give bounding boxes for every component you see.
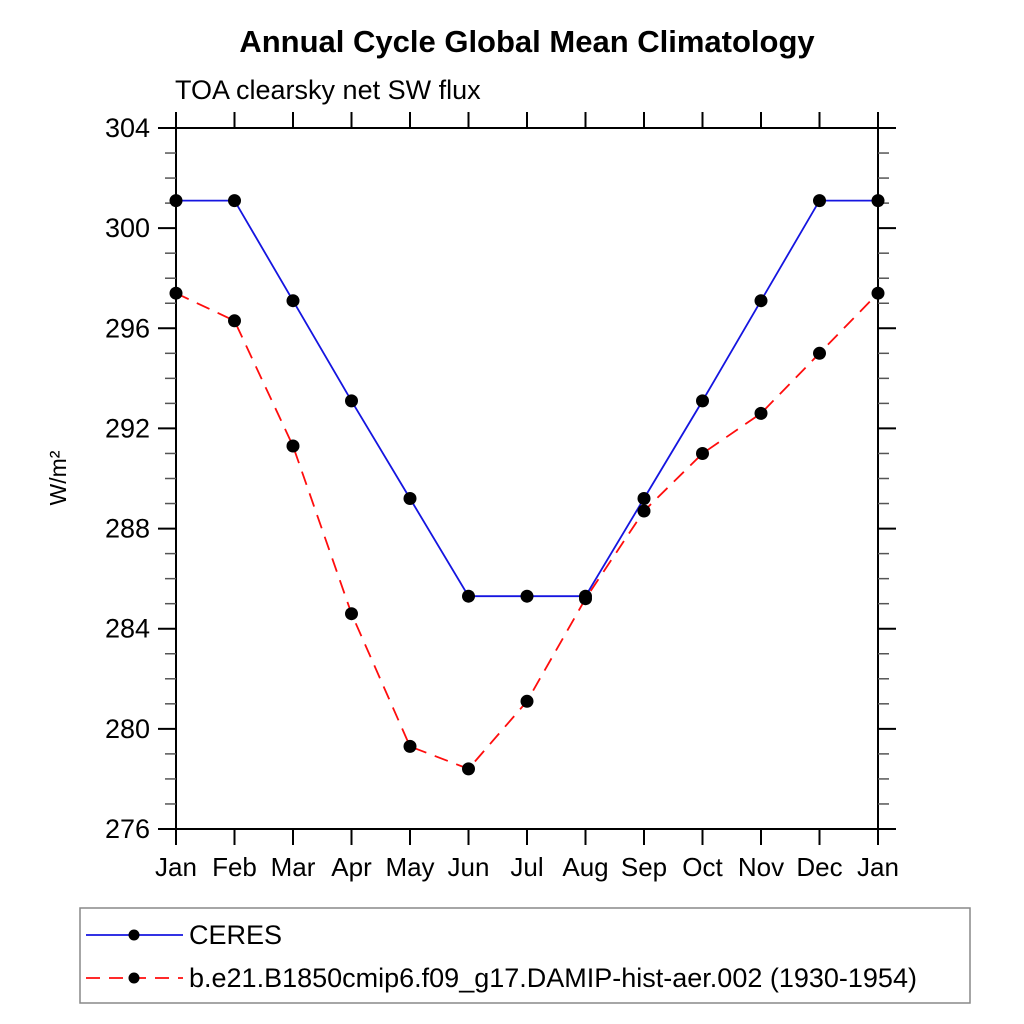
data-point-marker [286, 439, 300, 453]
data-point-marker [169, 194, 183, 208]
x-tick-label: Jan [155, 852, 197, 882]
series-layer [169, 194, 885, 776]
data-point-marker [403, 492, 417, 505]
data-point-marker [871, 286, 885, 300]
legend-marker [128, 972, 140, 984]
y-tick-label: 296 [105, 313, 150, 343]
data-point-marker [520, 589, 534, 603]
x-tick-label: Jun [448, 852, 490, 882]
data-point-marker [813, 346, 826, 360]
data-point-marker [754, 406, 768, 420]
y-tick-label: 288 [105, 514, 150, 544]
x-tick-label: Feb [212, 852, 257, 882]
x-tick-label: Nov [738, 852, 784, 882]
data-point-marker [520, 694, 534, 708]
x-tick-label: Dec [796, 852, 842, 882]
data-point-marker [462, 589, 475, 603]
data-point-marker [403, 739, 417, 753]
y-tick-label: 300 [105, 213, 150, 243]
y-tick-label: 292 [105, 413, 150, 443]
data-point-marker [871, 194, 885, 208]
data-point-marker [813, 194, 826, 208]
x-tick-label: Sep [621, 852, 667, 882]
data-point-marker [696, 447, 709, 460]
x-tick-label: Aug [562, 852, 608, 882]
data-point-marker [462, 762, 475, 776]
x-tick-label: Mar [271, 852, 316, 882]
data-point-marker [345, 607, 358, 621]
x-tick-label: Oct [682, 852, 723, 882]
data-point-marker [345, 394, 358, 408]
x-tick-label: Jul [510, 852, 543, 882]
legend-label: b.e21.B1850cmip6.f09_g17.DAMIP-hist-aer.… [189, 963, 917, 993]
data-point-marker [637, 492, 651, 505]
series-line-ceres [176, 199, 878, 598]
x-tick-label: May [385, 852, 434, 882]
legend-marker [128, 929, 140, 941]
x-tick-label: Jan [857, 852, 899, 882]
data-point-marker [754, 294, 768, 308]
y-tick-label: 304 [105, 113, 150, 143]
data-point-marker [286, 294, 300, 308]
data-point-marker [637, 504, 651, 518]
y-axis-title: W/m² [45, 450, 71, 505]
plot-area: 276 280 284 288 292 296 300 304 Jan Feb Mar Apr May J… [105, 112, 899, 882]
chart-subtitle: TOA clearsky net SW flux [175, 75, 481, 105]
legend-label: CERES [189, 920, 282, 950]
plot-frame [175, 127, 879, 830]
chart-title: Annual Cycle Global Mean Climatology [239, 24, 815, 59]
data-point-marker [228, 194, 241, 208]
legend: CERES b.e21.B1850cmip6.f09_g17.DAMIP-hist… [79, 907, 971, 1004]
x-tick-label: Apr [331, 852, 372, 882]
legend-box [79, 907, 971, 1004]
data-point-marker [169, 286, 183, 300]
y-tick-label: 280 [105, 714, 150, 744]
y-tick-label: 284 [105, 614, 150, 644]
data-point-marker [579, 592, 592, 606]
data-point-marker [228, 314, 241, 328]
y-tick-label: 276 [105, 814, 150, 844]
data-point-marker [696, 394, 709, 408]
